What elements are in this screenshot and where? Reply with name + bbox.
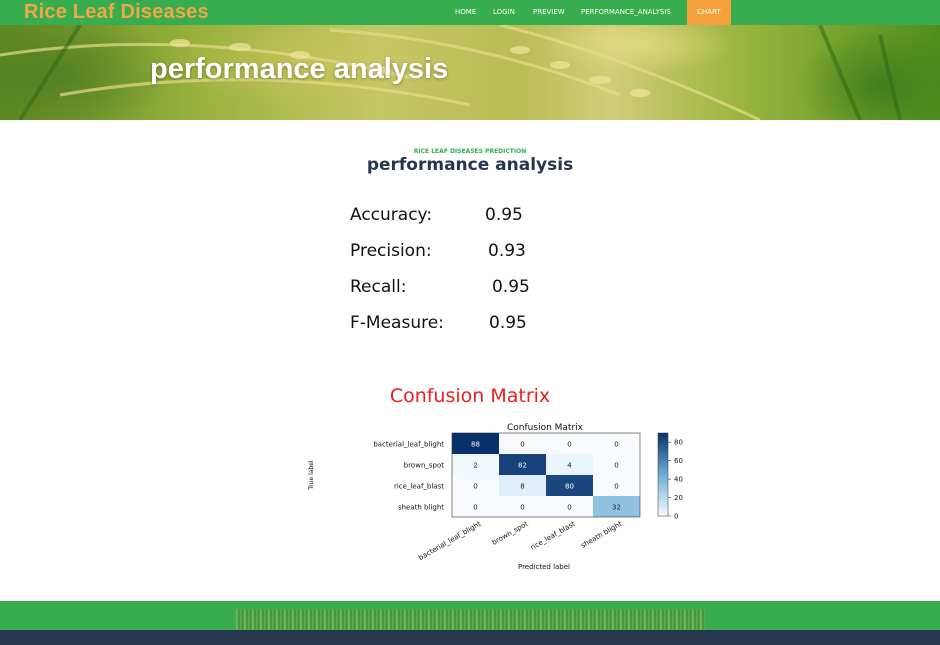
metric-value: 0.95 xyxy=(485,205,523,225)
heatmap-cell xyxy=(499,496,546,517)
x-tick-label: sheath blight xyxy=(580,520,624,550)
cell-value-label: 0 xyxy=(614,462,618,470)
heatmap-cell xyxy=(593,475,640,496)
metric-accuracy: Accuracy: 0.95 xyxy=(350,205,523,225)
cell-value-label: 80 xyxy=(565,483,574,491)
confusion-matrix-heading: Confusion Matrix xyxy=(389,385,551,407)
nav-preview[interactable]: PREVIEW xyxy=(533,8,565,16)
heatmap-cell xyxy=(546,475,593,496)
metric-f-measure: F-Measure: 0.95 xyxy=(350,313,527,333)
metric-label: Precision: xyxy=(350,241,432,261)
heatmap-cell xyxy=(593,454,640,475)
confusion-matrix-chart: Confusion Matrix 88 0 0 02 82 4 00 8 80 00 0 0 32 ba… xyxy=(308,423,683,571)
metric-label: Accuracy: xyxy=(350,205,433,225)
y-tick-label: rice_leaf_blast xyxy=(394,483,444,491)
colorbar-tick-label: 40 xyxy=(674,476,683,484)
metric-label: Recall: xyxy=(350,277,407,297)
nav-home[interactable]: HOME xyxy=(455,8,477,16)
cell-value-label: 0 xyxy=(473,504,477,512)
heatmap-cell xyxy=(546,454,593,475)
heatmap-cell xyxy=(452,433,499,454)
footer-grass-image xyxy=(235,609,705,630)
chart-title: Confusion Matrix xyxy=(507,423,584,433)
heatmap-cell xyxy=(499,433,546,454)
cell-value-label: 0 xyxy=(614,441,618,449)
confusion-matrix-figure: Confusion Matrix 88 0 0 0 2 82 4 0 0 8 80 0 0 0 0 32 ba… xyxy=(300,420,720,585)
cell-value-label: 0 xyxy=(567,441,571,449)
metric-value: 0.95 xyxy=(489,313,527,333)
colorbar xyxy=(657,432,669,517)
colorbar-tick-label: 0 xyxy=(674,513,678,521)
heatmap-cell xyxy=(452,454,499,475)
hero-title: performance analysis xyxy=(150,53,449,85)
colorbar-tick-label: 60 xyxy=(674,457,683,465)
heatmap-cell xyxy=(499,475,546,496)
heatmap-cell xyxy=(593,496,640,517)
cell-value-label: 0 xyxy=(520,441,524,449)
footer-bar xyxy=(0,630,940,645)
heatmap-cell xyxy=(546,496,593,517)
x-axis-label: Predicted label xyxy=(518,563,570,571)
cell-value-label: 0 xyxy=(520,504,524,512)
cell-value-label: 2 xyxy=(473,462,477,470)
colorbar-tick-label: 20 xyxy=(674,494,683,502)
cell-value-label: 8 xyxy=(520,483,524,491)
cell-value-label: 82 xyxy=(518,462,527,470)
colorbar-tick-label: 80 xyxy=(674,439,683,447)
heatmap-cell xyxy=(452,475,499,496)
top-navbar: Rice Leaf Diseases HOME LOGIN PREVIEW PE… xyxy=(0,0,940,25)
metric-label: F-Measure: xyxy=(350,313,444,333)
brand-logo[interactable]: Rice Leaf Diseases xyxy=(24,1,209,23)
cell-value-label: 88 xyxy=(471,441,480,449)
x-tick-label: rice_leaf_blast xyxy=(529,520,577,552)
y-tick-label: brown_spot xyxy=(404,462,444,470)
metric-recall: Recall: 0.95 xyxy=(350,277,530,297)
y-axis-label: True label xyxy=(308,460,315,490)
hero-banner: performance analysis xyxy=(0,25,940,120)
y-tick-label: sheath blight xyxy=(398,504,444,512)
section-eyebrow: RICE LEAF DISEASES PREDICTION xyxy=(413,148,527,155)
section-title: performance analysis xyxy=(366,155,574,175)
rice-plant-image xyxy=(0,25,902,120)
nav-login[interactable]: LOGIN xyxy=(493,8,515,16)
heatmap-cell xyxy=(546,433,593,454)
y-tick-label: bacterial_leaf_blight xyxy=(373,441,444,449)
metric-value: 0.93 xyxy=(488,241,526,261)
cell-value-label: 0 xyxy=(567,504,571,512)
metric-value: 0.95 xyxy=(492,277,530,297)
nav-performance-analysis[interactable]: PERFORMANCE_ANALYSIS xyxy=(581,8,671,16)
cell-value-label: 4 xyxy=(567,462,572,470)
heatmap-border xyxy=(451,432,641,518)
nav-chart[interactable]: CHART xyxy=(687,0,731,25)
cell-value-label: 32 xyxy=(612,504,621,512)
heatmap-cell xyxy=(499,454,546,475)
x-tick-label: brown_spot xyxy=(491,520,530,547)
cell-value-label: 0 xyxy=(473,483,477,491)
heatmap-cell xyxy=(452,496,499,517)
x-tick-label: bacterial_leaf_blight xyxy=(417,520,482,562)
heatmap-cell xyxy=(593,433,640,454)
cell-value-label: 0 xyxy=(614,483,618,491)
metric-precision: Precision: 0.93 xyxy=(350,241,526,261)
